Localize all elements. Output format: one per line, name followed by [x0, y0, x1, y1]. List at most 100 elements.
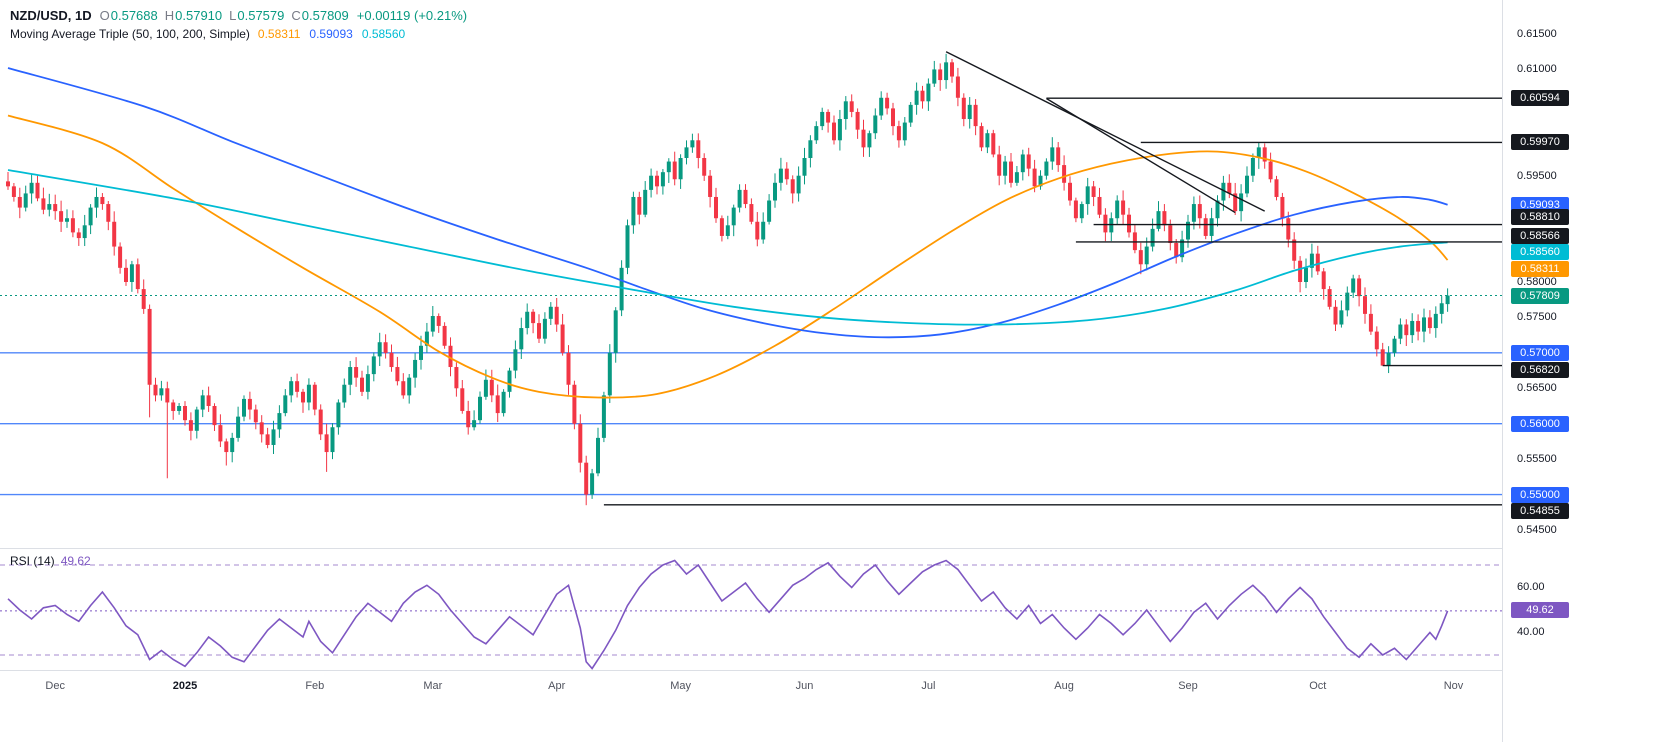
candle-body [94, 196, 99, 208]
candle-body [247, 398, 252, 410]
price-tick-label: 0.58000 [1517, 276, 1557, 288]
candle-body [430, 316, 435, 332]
candle-body [1315, 253, 1320, 272]
candle-body [584, 462, 589, 495]
candle-body [377, 342, 382, 357]
candle-body [619, 267, 624, 311]
rsi-pane[interactable]: RSI (14) 49.62 [0, 548, 1502, 671]
candle-body [11, 186, 16, 197]
price-badge-0.55000: 0.55000 [1511, 486, 1569, 503]
candle-body [318, 409, 323, 435]
candle-body [767, 200, 772, 222]
candle-body [938, 69, 943, 81]
candle-body [1221, 182, 1226, 201]
trend-line[interactable] [1046, 97, 1236, 214]
candle-body [1215, 200, 1220, 219]
candle-body [1392, 338, 1397, 353]
candle-body [70, 218, 75, 233]
candle-body [572, 384, 577, 424]
candle-body [790, 179, 795, 194]
candle-body [124, 267, 128, 282]
candle-body [501, 391, 506, 414]
candle-body [560, 324, 565, 353]
candle-body [861, 129, 866, 148]
candle-body [1150, 228, 1155, 247]
candle-body [1368, 313, 1373, 332]
candle-body [112, 221, 117, 247]
time-label-Feb: Feb [305, 680, 325, 692]
candle-body [1227, 182, 1232, 194]
candle-body [76, 232, 81, 239]
candle-body [1427, 317, 1432, 329]
candle-body [1274, 179, 1279, 197]
candle-body [985, 133, 990, 148]
candle-body [525, 311, 530, 329]
candle-body [820, 111, 825, 127]
candle-body [625, 225, 630, 268]
candle-body [1186, 221, 1190, 240]
candle-body [271, 429, 276, 445]
trend-line[interactable] [945, 51, 1266, 212]
time-label-Jul: Jul [921, 680, 936, 692]
candle-body [35, 182, 40, 199]
time-label-Oct: Oct [1309, 680, 1327, 692]
rsi-badge: 49.62 [1511, 601, 1569, 618]
candle-body [832, 122, 836, 141]
candle-body [483, 379, 488, 397]
candle-body [1233, 193, 1238, 212]
candle-body [507, 370, 512, 392]
candle-body [330, 427, 335, 453]
candle-body [826, 111, 831, 123]
candle-body [714, 196, 718, 219]
candle-body [206, 395, 211, 406]
candle-body [1286, 218, 1291, 240]
price-axis[interactable]: 0.61500 0.61000 0.59500 0.58000 0.57500 0.565… [1502, 0, 1670, 742]
candle-body [59, 211, 64, 222]
candle-body [265, 434, 270, 445]
price-badge-0.57809: 0.57809 [1511, 287, 1569, 304]
candle-body [1327, 289, 1332, 307]
candle-body [1073, 200, 1078, 219]
candle-body [908, 104, 913, 123]
candle-body [1422, 317, 1426, 332]
candle-body [141, 289, 146, 309]
candle-body [955, 76, 960, 98]
candle-body [218, 425, 223, 442]
price-tick-label: 0.61500 [1517, 28, 1557, 40]
price-badge-0.58566: 0.58566 [1511, 227, 1569, 244]
candle-body [253, 409, 258, 423]
candle-body [177, 406, 182, 411]
candle-body [1180, 239, 1185, 258]
candle-body [1144, 246, 1149, 265]
candle-body [891, 108, 895, 127]
price-chart-svg[interactable] [0, 0, 1502, 548]
candle-body [1115, 200, 1120, 219]
candle-body [932, 69, 937, 84]
candle-body [548, 306, 553, 319]
candle-body [1197, 204, 1202, 219]
candle-body [312, 384, 317, 410]
price-tick-label: 0.61000 [1517, 63, 1557, 76]
candle-body [537, 323, 541, 339]
candle-body [696, 140, 701, 158]
candle-body [1009, 161, 1013, 183]
rsi-chart-svg[interactable] [0, 549, 1502, 671]
candle-body [17, 196, 22, 208]
candle-body [1091, 186, 1096, 197]
candle-body [513, 349, 518, 371]
price-pane[interactable]: NZD/USD, 1D O0.57688 H0.57910 L0.57579 C0.5… [0, 0, 1502, 548]
time-axis[interactable]: Dec 2025 Feb Mar Apr May Jun Jul Aug Sep Oct Nov [0, 671, 1502, 742]
candle-body [100, 196, 105, 205]
candle-body [1085, 186, 1090, 205]
candle-body [590, 473, 595, 495]
candle-body [690, 140, 695, 148]
candle-body [489, 379, 494, 396]
rsi-tick-label: 60.00 [1517, 580, 1545, 593]
candle-body [1109, 218, 1114, 233]
candle-body [212, 406, 217, 426]
candle-body [348, 367, 353, 385]
rsi-line [7, 559, 1449, 670]
candle-body [578, 423, 583, 463]
candle-body [997, 154, 1002, 176]
candle-body [1239, 193, 1244, 212]
